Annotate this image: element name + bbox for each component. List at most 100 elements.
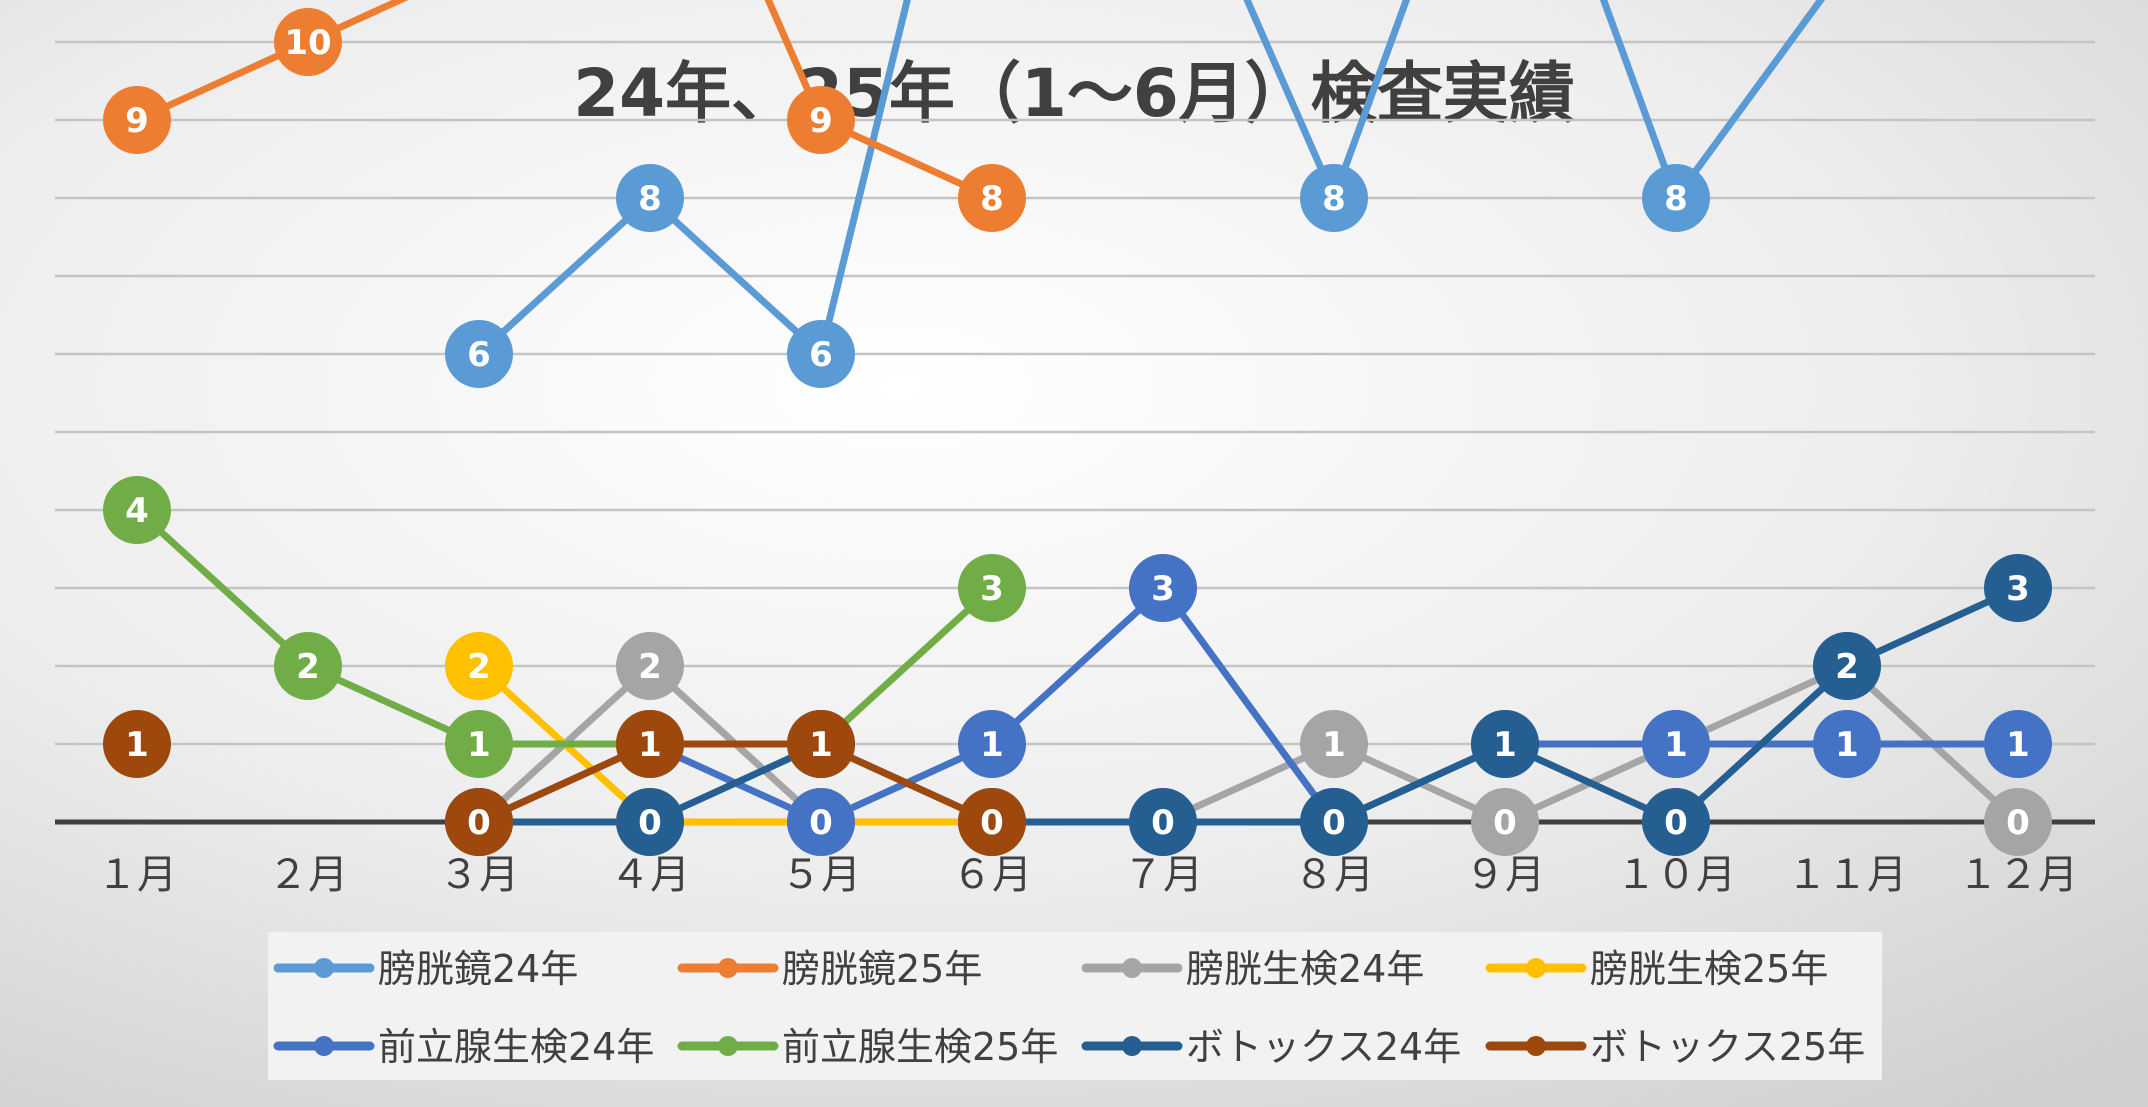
- data-label: 3: [980, 569, 1004, 609]
- x-tick-label: ３月: [439, 852, 519, 898]
- data-label: 9: [125, 101, 149, 141]
- data-point: 4: [103, 476, 171, 544]
- legend-swatch-marker: [718, 1036, 738, 1056]
- data-label: 1: [467, 725, 491, 765]
- data-marker: [445, 788, 513, 856]
- data-marker: [787, 710, 855, 778]
- data-label: 9: [809, 101, 833, 141]
- data-point: 8: [1642, 164, 1710, 232]
- data-marker: [958, 554, 1026, 622]
- data-point: 0: [1642, 788, 1710, 856]
- x-tick-label: １２月: [1958, 852, 2078, 898]
- data-marker: [787, 788, 855, 856]
- data-marker: [958, 164, 1026, 232]
- data-label: 0: [809, 803, 833, 843]
- data-marker: [1813, 710, 1881, 778]
- legend-swatch-marker: [314, 958, 334, 978]
- data-label: 0: [1322, 803, 1346, 843]
- data-marker: [1300, 710, 1368, 778]
- data-label: 0: [980, 803, 1004, 843]
- legend-label: 膀胱生検25年: [1590, 947, 1828, 991]
- data-marker: [274, 8, 342, 76]
- data-point: 1: [1813, 710, 1881, 778]
- data-marker: [103, 710, 171, 778]
- data-point: 2: [1813, 632, 1881, 700]
- data-point: 0: [1129, 788, 1197, 856]
- legend-swatch-marker: [1526, 1036, 1546, 1056]
- legend-swatch-marker: [718, 958, 738, 978]
- data-point: 6: [445, 320, 513, 388]
- data-marker: [445, 320, 513, 388]
- data-marker: [1471, 788, 1539, 856]
- legend-swatch-marker: [314, 1036, 334, 1056]
- series-line: [133, 506, 996, 748]
- data-label: 4: [125, 491, 149, 531]
- data-marker: [1471, 710, 1539, 778]
- data-point: 0: [445, 788, 513, 856]
- series-line: [475, 0, 1826, 358]
- data-point: 0: [1300, 788, 1368, 856]
- x-tick-label: ２月: [268, 852, 348, 898]
- data-point: 9: [103, 86, 171, 154]
- data-marker: [1300, 788, 1368, 856]
- data-marker: [1642, 164, 1710, 232]
- data-point: 1: [1984, 710, 2052, 778]
- data-point: 0: [616, 788, 684, 856]
- data-marker: [1129, 554, 1197, 622]
- data-point: 1: [787, 710, 855, 778]
- series-line: [475, 584, 2022, 826]
- data-point: 2: [445, 632, 513, 700]
- legend-item: 前立腺生検25年: [677, 1025, 1058, 1069]
- data-point: 9: [787, 86, 855, 154]
- data-marker: [1129, 788, 1197, 856]
- data-label: 1: [980, 725, 1004, 765]
- legend-label: ボトックス24年: [1186, 1025, 1461, 1069]
- data-point: 10: [274, 8, 342, 76]
- data-point: 0: [958, 788, 1026, 856]
- data-label: 2: [467, 647, 491, 687]
- legend-swatch-marker: [1122, 1036, 1142, 1056]
- x-tick-label: ８月: [1294, 852, 1374, 898]
- legend-item: 膀胱鏡25年: [677, 947, 982, 991]
- data-point: 1: [1300, 710, 1368, 778]
- series-line: [475, 584, 2022, 826]
- legend-label: ボトックス25年: [1590, 1025, 1865, 1069]
- legend-item: ボトックス25年: [1485, 1025, 1865, 1069]
- legend-label: 膀胱鏡24年: [378, 947, 578, 991]
- data-marker: [1984, 788, 2052, 856]
- data-label: 0: [1493, 803, 1517, 843]
- x-axis: １月 ２月 ３月 ４月 ５月 ６月 ７月 ８月 ９月 １０月 １１月 １２月: [55, 819, 2095, 898]
- data-point: 3: [1984, 554, 2052, 622]
- data-point: 0: [787, 788, 855, 856]
- x-tick-label: ７月: [1123, 852, 1203, 898]
- data-label: 1: [1322, 725, 1346, 765]
- legend-swatch-marker: [1526, 958, 1546, 978]
- data-point: 8: [616, 164, 684, 232]
- data-marker: [274, 632, 342, 700]
- legend-label: 前立腺生検25年: [782, 1025, 1058, 1069]
- legend-item: 前立腺生検24年: [273, 1025, 654, 1069]
- data-label: 8: [638, 179, 662, 219]
- data-point: 1: [103, 710, 171, 778]
- data-marker: [616, 164, 684, 232]
- data-label: 0: [1151, 803, 1175, 843]
- data-label: 0: [638, 803, 662, 843]
- data-marker: [1984, 554, 2052, 622]
- data-point: 1: [958, 710, 1026, 778]
- data-point: 0: [1471, 788, 1539, 856]
- data-marker: [1300, 164, 1368, 232]
- data-point: 3: [958, 554, 1026, 622]
- data-marker: [787, 320, 855, 388]
- x-tick-label: １０月: [1616, 852, 1736, 898]
- data-label: 1: [1835, 725, 1859, 765]
- data-label: 2: [296, 647, 320, 687]
- data-label: 2: [1835, 647, 1859, 687]
- data-label: 6: [467, 335, 491, 375]
- data-marker: [445, 710, 513, 778]
- data-marker: [616, 632, 684, 700]
- data-point: 1: [1471, 710, 1539, 778]
- legend-item: 膀胱生検25年: [1485, 947, 1828, 991]
- data-label: 1: [125, 725, 149, 765]
- data-point: 2: [616, 632, 684, 700]
